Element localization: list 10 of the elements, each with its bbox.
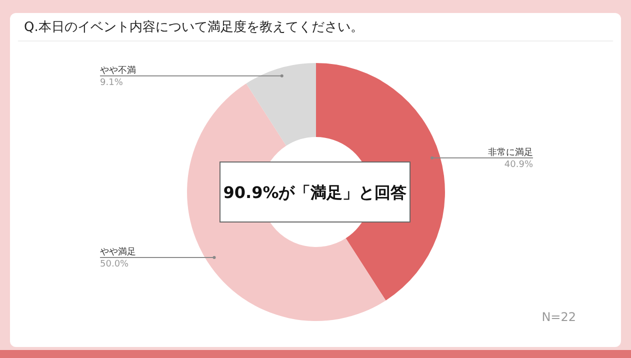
chart-title: Q.本日のイベント内容について満足度を教えてください。 <box>24 19 364 35</box>
data-label: 9.1% <box>100 78 124 88</box>
data-label: 50.0% <box>100 259 130 270</box>
text: 90.9%が「満足」と回答 <box>223 183 407 202</box>
text: N=22 <box>542 310 576 324</box>
data-label: 40.9% <box>504 160 534 170</box>
donut-slice <box>246 63 316 146</box>
slice-label: やや不満 <box>100 64 136 76</box>
slice-label: やや満足 <box>100 246 136 258</box>
slice-label: 非常に満足 <box>488 146 533 158</box>
